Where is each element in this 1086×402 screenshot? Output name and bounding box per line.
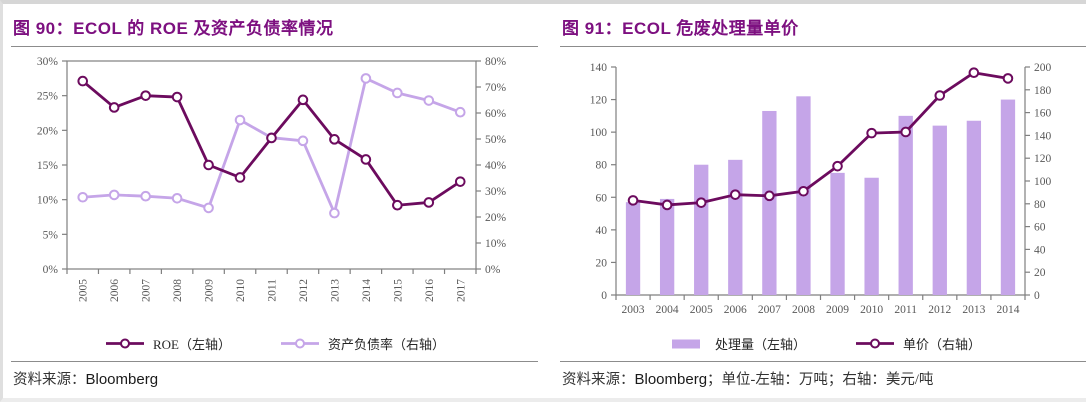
- figure-90-source-divider: [11, 361, 538, 362]
- svg-text:80: 80: [1034, 199, 1046, 211]
- svg-text:180: 180: [1034, 85, 1052, 97]
- figure-90-legend: ROE（左轴） 资产负债率（右轴）: [11, 331, 538, 355]
- svg-text:2010: 2010: [235, 279, 247, 302]
- legend-label-volume: 处理量（左轴）: [714, 336, 806, 352]
- svg-text:2012: 2012: [298, 279, 310, 302]
- svg-text:70%: 70%: [485, 82, 507, 94]
- legend-item-roe: ROE（左轴）: [104, 334, 231, 353]
- svg-text:40: 40: [596, 225, 608, 237]
- svg-text:200: 200: [1034, 62, 1052, 74]
- svg-text:2016: 2016: [424, 279, 436, 302]
- source-extra: ；单位-左轴：万吨；右轴：美元/吨: [707, 372, 934, 388]
- svg-text:5%: 5%: [43, 229, 59, 241]
- legend-label-roe: ROE（左轴）: [152, 336, 231, 352]
- svg-text:2011: 2011: [267, 279, 279, 302]
- svg-text:20%: 20%: [485, 212, 507, 224]
- svg-text:20%: 20%: [37, 125, 59, 137]
- svg-text:25%: 25%: [37, 91, 59, 103]
- svg-text:20: 20: [1034, 267, 1046, 279]
- figure-90-source: 资料来源：Bloomberg: [11, 362, 538, 389]
- svg-text:120: 120: [590, 95, 608, 107]
- legend-item-price: 单价（右轴）: [854, 334, 981, 353]
- roe-debt-ratio-chart: 0% 5% 10% 15% 20% 25% 30% 0% 10% 20% 30% 40% 50% 60% 7…: [37, 56, 507, 302]
- legend-item-volume: 处理量（左轴）: [666, 334, 806, 353]
- figure-90: 图 90：ECOL 的 ROE 及资产负债率情况 0% 5% 10% 15% 20% 25…: [11, 10, 538, 398]
- svg-text:2008: 2008: [792, 304, 815, 316]
- svg-text:160: 160: [1034, 108, 1052, 120]
- figure-91: 图 91：ECOL 危废处理量单价 0 20 40 60 80 100 120 140 0 20 4…: [560, 10, 1086, 398]
- svg-text:30%: 30%: [485, 186, 507, 198]
- svg-text:10%: 10%: [485, 238, 507, 250]
- svg-text:120: 120: [1034, 153, 1052, 165]
- svg-text:2013: 2013: [962, 304, 985, 316]
- svg-text:2011: 2011: [894, 304, 917, 316]
- figure-91-source: 资料来源：Bloomberg；单位-左轴：万吨；右轴：美元/吨: [560, 362, 1086, 389]
- svg-text:2008: 2008: [172, 279, 184, 302]
- legend-label-debt-ratio: 资产负债率（右轴）: [328, 336, 446, 352]
- svg-text:60: 60: [1034, 222, 1046, 234]
- figure-91-source-divider: [560, 361, 1086, 362]
- svg-text:2005: 2005: [690, 304, 713, 316]
- svg-text:2012: 2012: [928, 304, 951, 316]
- svg-text:2007: 2007: [758, 304, 781, 316]
- svg-text:2015: 2015: [392, 279, 404, 302]
- svg-text:2006: 2006: [109, 279, 121, 302]
- svg-text:140: 140: [590, 62, 608, 74]
- svg-text:40: 40: [1034, 244, 1046, 256]
- svg-text:2013: 2013: [329, 279, 341, 302]
- svg-text:2009: 2009: [204, 279, 216, 302]
- svg-text:10%: 10%: [37, 195, 59, 207]
- svg-text:50%: 50%: [485, 134, 507, 146]
- svg-text:0: 0: [1034, 290, 1040, 302]
- figure-91-legend: 处理量（左轴） 单价（右轴）: [560, 331, 1086, 355]
- figure-91-title: 图 91：ECOL 危废处理量单价: [560, 10, 1086, 47]
- svg-text:2014: 2014: [996, 304, 1019, 316]
- svg-text:2014: 2014: [361, 279, 373, 302]
- price-line-swatch: [856, 338, 894, 348]
- svg-text:2009: 2009: [826, 304, 849, 316]
- legend-item-debt-ratio: 资产负债率（右轴）: [279, 334, 445, 353]
- svg-text:2003: 2003: [622, 304, 645, 316]
- svg-text:15%: 15%: [37, 160, 59, 172]
- svg-text:2005: 2005: [78, 279, 90, 302]
- svg-text:100: 100: [1034, 176, 1052, 188]
- source-label: 资料来源：: [562, 372, 635, 388]
- figure-90-title: 图 90：ECOL 的 ROE 及资产负债率情况: [11, 10, 538, 47]
- svg-text:80: 80: [596, 160, 608, 172]
- svg-text:0%: 0%: [485, 264, 501, 276]
- svg-text:60: 60: [596, 192, 608, 204]
- svg-text:140: 140: [1034, 130, 1052, 142]
- source-value: Bloomberg: [85, 371, 159, 388]
- svg-text:40%: 40%: [485, 160, 507, 172]
- svg-text:2010: 2010: [860, 304, 883, 316]
- svg-text:60%: 60%: [485, 108, 507, 120]
- svg-text:80%: 80%: [485, 56, 507, 68]
- svg-text:0: 0: [601, 290, 607, 302]
- svg-text:100: 100: [590, 127, 608, 139]
- legend-label-price: 单价（右轴）: [903, 336, 982, 352]
- svg-text:2017: 2017: [455, 279, 467, 302]
- volume-price-chart: 0 20 40 60 80 100 120 140 0 20 40 60 80 100 120 140 160 1…: [590, 62, 1052, 316]
- source-value: Bloomberg: [634, 371, 708, 388]
- svg-text:30%: 30%: [37, 56, 59, 68]
- svg-text:20: 20: [596, 257, 608, 269]
- debt-ratio-line-swatch: [281, 338, 319, 348]
- svg-text:2007: 2007: [141, 279, 153, 302]
- roe-line-swatch: [105, 338, 144, 348]
- volume-bar-swatch: [671, 339, 700, 348]
- svg-text:0%: 0%: [43, 264, 59, 276]
- svg-text:2004: 2004: [656, 304, 679, 316]
- source-label: 资料来源：: [13, 372, 86, 388]
- svg-text:2006: 2006: [724, 304, 747, 316]
